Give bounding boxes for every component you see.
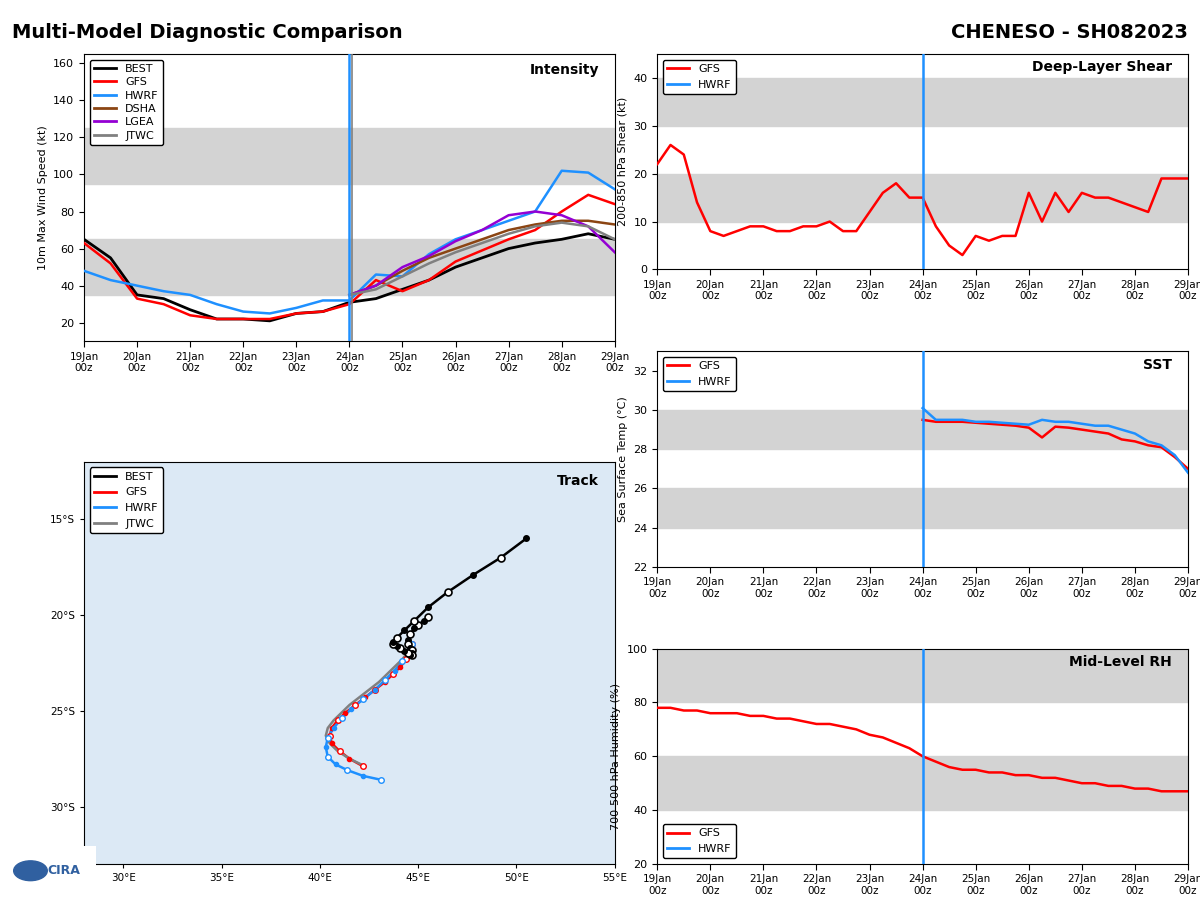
Text: SST: SST [1144,357,1172,372]
Y-axis label: 200-850 hPa Shear (kt): 200-850 hPa Shear (kt) [618,97,628,226]
Legend: BEST, GFS, HWRF, DSHA, LGEA, JTWC: BEST, GFS, HWRF, DSHA, LGEA, JTWC [90,59,163,145]
FancyBboxPatch shape [8,843,101,898]
Legend: GFS, HWRF: GFS, HWRF [662,356,737,392]
Text: Multi-Model Diagnostic Comparison: Multi-Model Diagnostic Comparison [12,22,403,41]
Bar [658,78,1188,126]
Bar [658,756,1188,810]
Bar [84,239,614,295]
Bar [658,649,1188,702]
Text: Intensity: Intensity [529,63,599,76]
Bar [658,410,1188,449]
Bar [84,128,614,184]
Y-axis label: 700-500 hPa Humidity (%): 700-500 hPa Humidity (%) [611,683,620,830]
Text: Mid-Level RH: Mid-Level RH [1069,655,1172,669]
Bar [658,174,1188,221]
Text: Track: Track [557,474,599,488]
Text: Deep-Layer Shear: Deep-Layer Shear [1032,60,1172,75]
Circle shape [13,860,47,880]
Text: CHENESO - SH082023: CHENESO - SH082023 [952,22,1188,41]
Bar [658,489,1188,527]
Y-axis label: 10m Max Wind Speed (kt): 10m Max Wind Speed (kt) [37,125,48,270]
Text: CIRA: CIRA [48,864,80,878]
Legend: GFS, HWRF: GFS, HWRF [662,824,737,859]
Legend: GFS, HWRF: GFS, HWRF [662,59,737,94]
Y-axis label: Sea Surface Temp (°C): Sea Surface Temp (°C) [618,396,628,522]
Legend: BEST, GFS, HWRF, JTWC: BEST, GFS, HWRF, JTWC [90,467,163,533]
